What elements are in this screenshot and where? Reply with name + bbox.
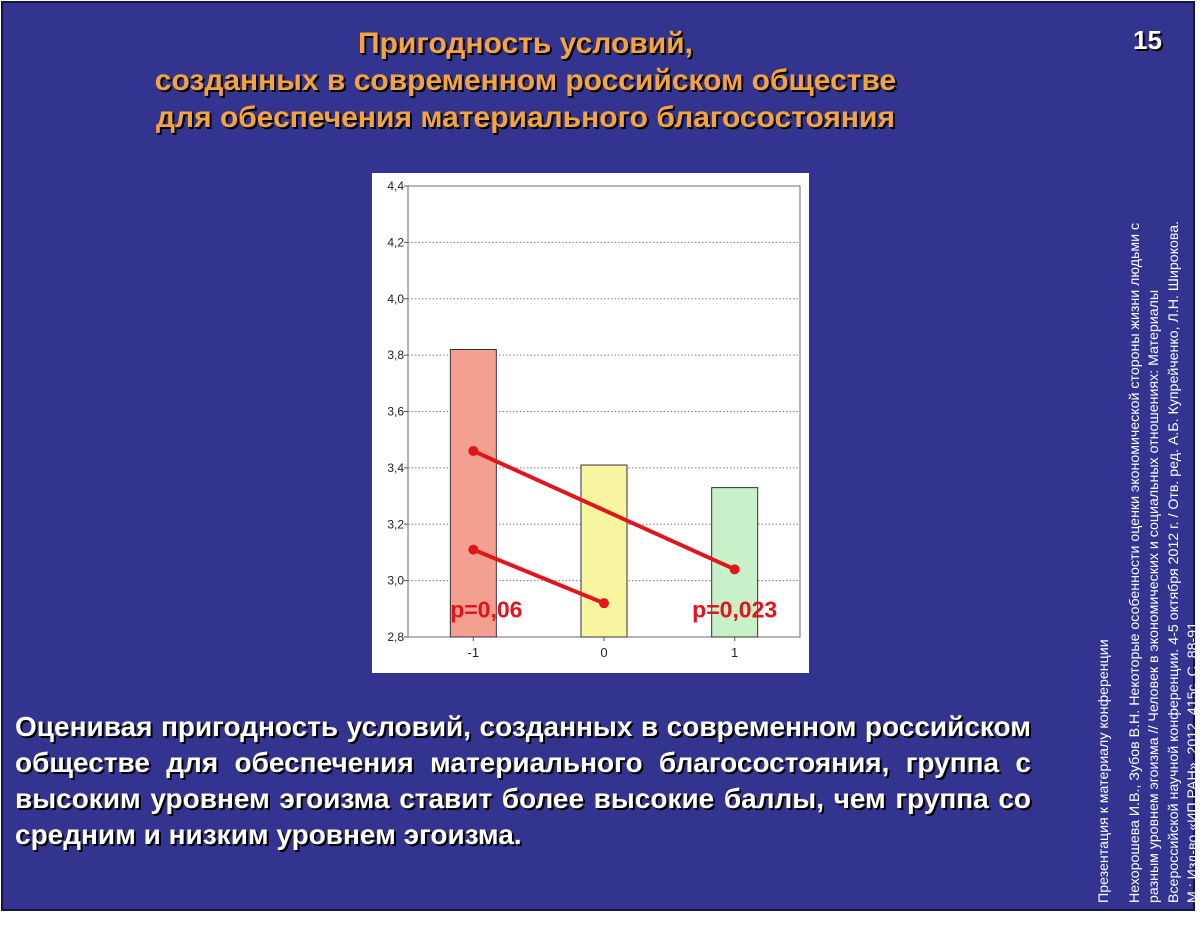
p-value-label: p=0,06	[450, 596, 522, 622]
significance-point	[729, 564, 740, 575]
bar	[449, 348, 497, 638]
significance-point	[599, 598, 609, 609]
slide-title: Пригодность условий, созданных в совреме…	[3, 25, 1048, 136]
y-tick-label: 3,4	[387, 461, 404, 475]
y-tick-label: 3,8	[387, 348, 404, 362]
chart-panel: 2,8 3,0 3,2 3,4 3,6 3,8 4,0 4,2 4,4 -1 0 1 p=0,06 p=…	[372, 173, 809, 673]
y-tick-label: 4,2	[387, 235, 404, 249]
significance-line	[471, 448, 737, 572]
citation-block: Презентация к материалу конференции Нехо…	[1095, 93, 1200, 903]
significance-point	[468, 544, 479, 555]
y-tick-label: 4,4	[387, 179, 404, 193]
citation-heading: Презентация к материалу конференции	[1096, 639, 1112, 903]
citation-line: М.: Изд-во «ИП РАН», 2012. 415с. С. 88-9…	[1184, 618, 1200, 903]
significance-line	[471, 547, 606, 606]
y-tick-label: 2,8	[387, 630, 404, 644]
bar-chart: 2,83,03,23,43,63,84,04,24,4-1 0 1 p=0,06 p=…	[387, 179, 801, 660]
page-number: 15	[1133, 25, 1162, 55]
title-line: для обеспечения материального благососто…	[156, 101, 895, 134]
bar	[580, 464, 628, 638]
y-tick-label: 3,0	[387, 574, 404, 588]
citation-line: Нехорошева И.В., Зубов В.Н. Некоторые ос…	[1127, 222, 1144, 903]
x-tick-label: 1	[731, 645, 738, 660]
x-tick-label: -1	[468, 645, 480, 660]
body-text: Оценивая пригодность условий, созданных …	[15, 711, 1031, 850]
significance-point	[468, 445, 479, 456]
y-tick-label: 4,0	[387, 292, 404, 306]
citation-line: Всероссийской научной конференции. 4-5 о…	[1165, 220, 1182, 903]
y-tick-label: 3,2	[387, 517, 404, 531]
tick-labels: 2,8 3,0 3,2 3,4 3,6 3,8 4,0 4,2 4,4 -1 0 1	[387, 179, 738, 660]
title-line: Пригодность условий,	[358, 27, 693, 60]
p-value-label: p=0,023	[692, 596, 777, 622]
title-line: созданных в современном российском общес…	[154, 64, 897, 97]
citation-line: разным уровнем эгоизма // Человек в экон…	[1146, 289, 1163, 903]
y-tick-label: 3,6	[387, 405, 404, 419]
annotations: p=0,06 p=0,023	[450, 445, 777, 622]
x-tick-label: 0	[600, 645, 607, 660]
